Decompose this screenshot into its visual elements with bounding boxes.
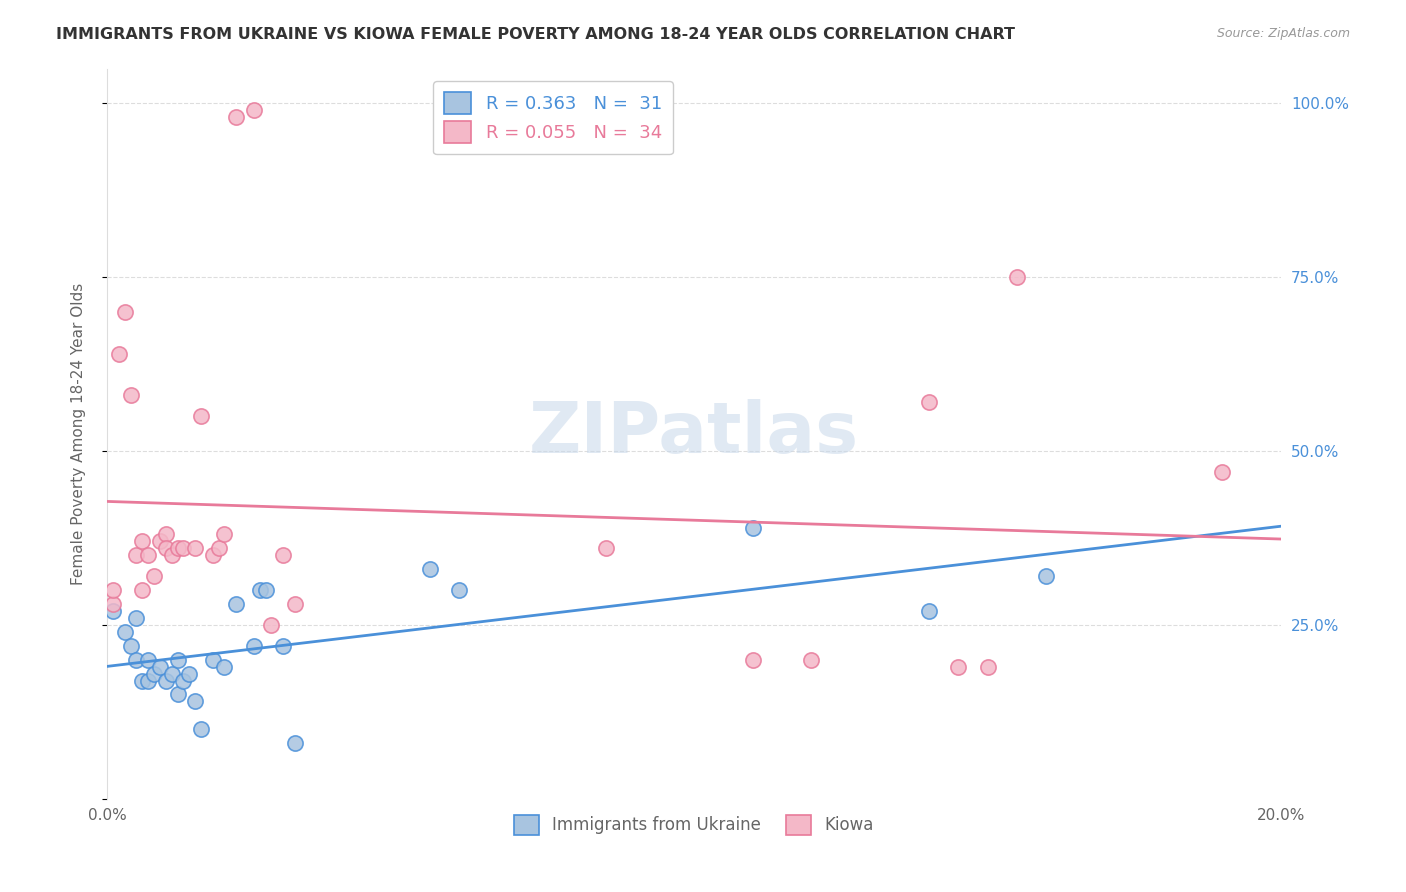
Point — [149, 659, 172, 673]
Point — [149, 534, 172, 549]
Point — [214, 659, 236, 673]
Point — [214, 527, 236, 541]
Text: Source: ZipAtlas.com: Source: ZipAtlas.com — [1216, 27, 1350, 40]
Legend: R = 0.363   N =  31, R = 0.055   N =  34: R = 0.363 N = 31, R = 0.055 N = 34 — [433, 81, 673, 154]
Point — [976, 659, 998, 673]
Point — [741, 653, 763, 667]
Point — [155, 541, 177, 556]
Point — [243, 639, 266, 653]
Point — [166, 653, 188, 667]
Point — [160, 549, 183, 563]
Point — [172, 673, 194, 688]
Point — [143, 569, 166, 583]
Point — [190, 409, 212, 424]
Point — [243, 103, 266, 118]
Point — [131, 583, 153, 598]
Point — [207, 541, 229, 556]
Point — [172, 541, 194, 556]
Text: ZIPatlas: ZIPatlas — [529, 399, 859, 468]
Point — [918, 395, 941, 409]
Point — [1211, 465, 1233, 479]
Point — [120, 388, 142, 402]
Point — [101, 604, 124, 618]
Point — [225, 597, 247, 611]
Point — [155, 527, 177, 541]
Point — [184, 694, 207, 708]
Point — [948, 659, 970, 673]
Point — [160, 666, 183, 681]
Point — [125, 653, 148, 667]
Point — [125, 611, 148, 625]
Point — [108, 346, 131, 360]
Point — [131, 673, 153, 688]
Y-axis label: Female Poverty Among 18-24 Year Olds: Female Poverty Among 18-24 Year Olds — [72, 283, 86, 585]
Point — [249, 583, 271, 598]
Point — [271, 639, 294, 653]
Point — [419, 562, 441, 576]
Point — [179, 666, 201, 681]
Point — [449, 583, 471, 598]
Point — [114, 305, 136, 319]
Point — [190, 723, 212, 737]
Point — [201, 549, 224, 563]
Point — [271, 549, 294, 563]
Point — [1005, 270, 1028, 285]
Point — [254, 583, 277, 598]
Point — [155, 673, 177, 688]
Point — [184, 541, 207, 556]
Point — [918, 604, 941, 618]
Point — [120, 639, 142, 653]
Point — [166, 688, 188, 702]
Point — [741, 520, 763, 534]
Point — [166, 541, 188, 556]
Point — [101, 583, 124, 598]
Point — [201, 653, 224, 667]
Point — [595, 541, 617, 556]
Point — [225, 110, 247, 124]
Point — [260, 618, 283, 632]
Point — [125, 549, 148, 563]
Point — [114, 624, 136, 639]
Point — [284, 736, 307, 750]
Point — [284, 597, 307, 611]
Point — [131, 534, 153, 549]
Point — [136, 549, 159, 563]
Point — [800, 653, 823, 667]
Text: IMMIGRANTS FROM UKRAINE VS KIOWA FEMALE POVERTY AMONG 18-24 YEAR OLDS CORRELATIO: IMMIGRANTS FROM UKRAINE VS KIOWA FEMALE … — [56, 27, 1015, 42]
Point — [101, 597, 124, 611]
Point — [136, 673, 159, 688]
Point — [143, 666, 166, 681]
Point — [1035, 569, 1057, 583]
Point — [136, 653, 159, 667]
